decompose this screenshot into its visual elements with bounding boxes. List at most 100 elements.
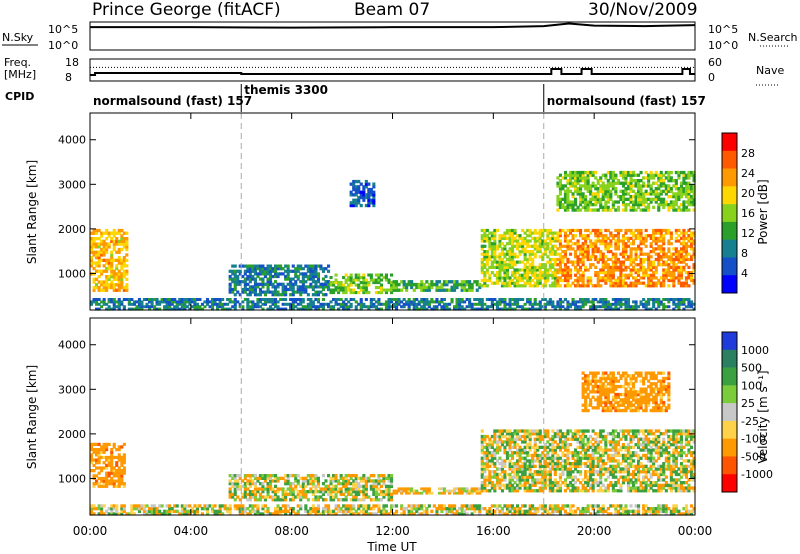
data-cell (674, 179, 678, 183)
data-cell (384, 273, 388, 277)
data-cell (566, 257, 570, 262)
data-cell (551, 467, 555, 471)
data-cell (110, 280, 114, 284)
data-cell (682, 302, 686, 306)
data-cell (553, 252, 557, 256)
data-cell (306, 267, 310, 271)
data-cell (117, 300, 121, 304)
data-cell (266, 272, 270, 276)
data-cell (624, 470, 628, 474)
data-cell (541, 453, 545, 458)
data-cell (359, 288, 363, 292)
data-cell (309, 482, 313, 486)
data-cell (460, 288, 464, 292)
data-cell (97, 482, 101, 486)
data-cell (518, 234, 522, 238)
data-cell (107, 482, 111, 486)
data-cell (518, 268, 522, 272)
data-cell (185, 298, 189, 301)
data-cell (490, 234, 494, 238)
data-cell (672, 298, 676, 301)
data-cell (493, 257, 497, 262)
data-cell (616, 281, 620, 285)
data-cell (490, 244, 494, 248)
data-cell (95, 264, 99, 268)
data-cell (155, 307, 159, 311)
data-cell (551, 305, 555, 309)
data-cell (508, 263, 512, 267)
data-cell (684, 184, 688, 188)
data-cell (299, 498, 303, 502)
data-cell (569, 273, 573, 277)
data-cell (548, 284, 552, 288)
data-cell (221, 305, 225, 309)
data-cell (92, 482, 96, 486)
data-cell (480, 307, 484, 311)
data-cell (248, 267, 252, 271)
data-cell (493, 234, 497, 238)
data-cell (579, 231, 583, 235)
data-cell (503, 470, 507, 474)
data-cell (518, 464, 522, 468)
data-cell (644, 271, 648, 275)
data-cell (674, 184, 678, 188)
data-cell (485, 443, 489, 447)
data-cell (654, 239, 658, 243)
data-cell (241, 274, 245, 279)
data-cell (536, 273, 540, 277)
data-cell (120, 228, 124, 233)
data-cell (538, 481, 542, 485)
data-cell (642, 192, 646, 196)
data-cell (533, 265, 537, 269)
data-cell (112, 275, 116, 279)
data-cell (410, 285, 414, 290)
data-cell (553, 483, 557, 487)
data-cell (599, 242, 603, 246)
data-cell (558, 302, 562, 306)
data-cell (581, 445, 585, 449)
data-cell (127, 298, 131, 301)
data-cell (422, 302, 426, 306)
data-cell (649, 284, 653, 288)
data-cell (483, 252, 487, 256)
data-cell (120, 258, 124, 262)
data-cell (624, 464, 628, 468)
data-cell (342, 276, 346, 280)
data-cell (412, 491, 416, 495)
data-cell (100, 283, 104, 287)
data-cell (261, 476, 265, 480)
data-cell (95, 256, 99, 260)
data-cell (465, 489, 469, 493)
data-cell (488, 478, 492, 482)
data-cell (505, 437, 509, 441)
data-cell (339, 474, 343, 478)
data-cell (556, 445, 560, 449)
data-cell (508, 228, 512, 233)
data-cell (390, 474, 394, 478)
data-cell (548, 300, 552, 304)
data-cell (657, 255, 661, 259)
data-cell (591, 464, 595, 468)
data-cell (579, 179, 583, 183)
data-cell (538, 231, 542, 235)
data-cell (309, 274, 313, 279)
data-cell (153, 305, 157, 309)
data-cell (158, 302, 162, 306)
data-cell (246, 269, 250, 273)
data-cell (684, 173, 688, 177)
data-cell (117, 298, 121, 301)
data-cell (599, 432, 603, 436)
data-cell (664, 231, 668, 235)
data-cell (674, 255, 678, 259)
data-cell (364, 479, 368, 483)
data-cell (329, 495, 333, 499)
colorbar-swatch (722, 150, 737, 169)
data-cell (445, 288, 449, 292)
data-cell (168, 307, 172, 311)
data-cell (150, 305, 154, 309)
data-cell (558, 205, 562, 209)
data-cell (553, 244, 557, 248)
data-cell (359, 193, 363, 197)
data-cell (558, 278, 562, 283)
data-cell (248, 495, 252, 499)
